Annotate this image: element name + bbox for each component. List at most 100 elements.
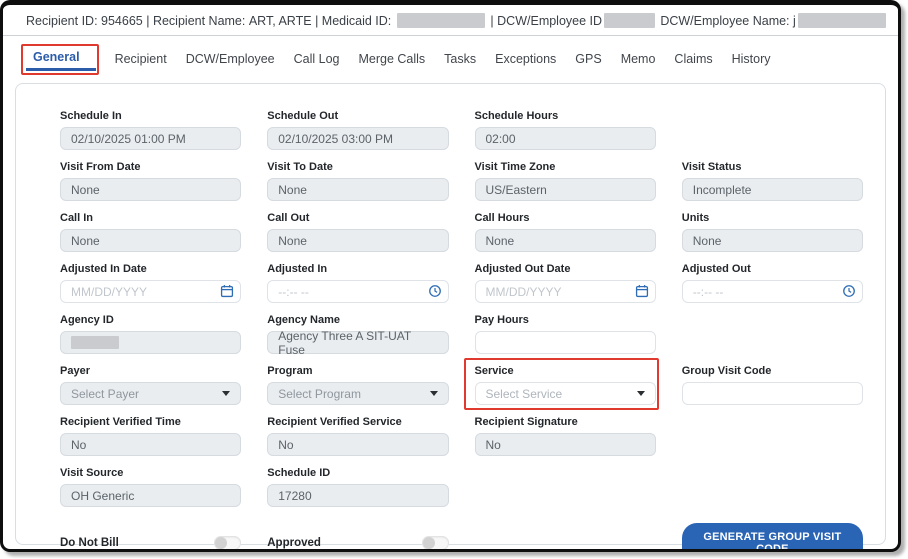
- do-not-bill-toggle[interactable]: [214, 536, 242, 549]
- visit-info-header: Recipient ID: 954665 | Recipient Name: A…: [3, 5, 898, 36]
- chevron-down-icon: [636, 391, 645, 396]
- tab-exceptions[interactable]: Exceptions: [495, 52, 557, 66]
- recipient-id-label: Recipient ID:: [26, 13, 102, 28]
- visit-from-date-field: Visit From Date None: [60, 161, 242, 201]
- adjusted-in-date-label: Adjusted In Date: [60, 263, 147, 275]
- tab-memo[interactable]: Memo: [620, 52, 656, 66]
- schedule-in-field: Schedule In 02/10/2025 01:00 PM: [60, 110, 242, 150]
- schedule-out-input: 02/10/2025 03:00 PM: [267, 127, 449, 150]
- clock-icon[interactable]: [842, 284, 856, 298]
- dcw-id-redaction: [604, 13, 655, 28]
- call-in-input: None: [60, 229, 242, 252]
- adjusted-out-date-input[interactable]: [474, 280, 656, 303]
- call-hours-label: Call Hours: [474, 212, 530, 224]
- adjusted-out-date-field: Adjusted Out Date: [474, 263, 656, 303]
- tab-dcw-employee[interactable]: DCW/Employee: [185, 52, 275, 66]
- tab-history[interactable]: History: [731, 52, 771, 66]
- program-select: Select Program: [267, 382, 449, 405]
- adjusted-out-label: Adjusted Out: [681, 263, 751, 275]
- agency-name-input: Agency Three A SIT-UAT Fuse: [267, 329, 449, 357]
- tab-general[interactable]: General: [21, 44, 99, 75]
- separator: |: [142, 13, 153, 28]
- visit-from-date-label: Visit From Date: [60, 161, 141, 173]
- do-not-bill-label: Do Not Bill: [60, 537, 119, 549]
- schedule-id-label: Schedule ID: [267, 467, 331, 479]
- units-field: Units None: [681, 212, 863, 252]
- agency-name-field: Agency Name Agency Three A SIT-UAT Fuse: [267, 314, 449, 357]
- call-out-field: Call Out None: [267, 212, 449, 252]
- group-visit-code-input[interactable]: [681, 382, 863, 405]
- visit-source-field: Visit Source OH Generic: [60, 467, 242, 507]
- schedule-out-field: Schedule Out 02/10/2025 03:00 PM: [267, 110, 449, 150]
- adjusted-in-field: Adjusted In: [267, 263, 449, 303]
- service-field: Service Select Service: [463, 358, 659, 410]
- adjusted-in-date-input[interactable]: [60, 280, 242, 303]
- payer-label: Payer: [60, 365, 90, 377]
- pay-hours-label: Pay Hours: [474, 314, 529, 326]
- tab-call-log[interactable]: Call Log: [293, 52, 340, 66]
- toggle-knob: [422, 537, 435, 549]
- tab-recipient[interactable]: Recipient: [114, 52, 167, 66]
- adjusted-in-input[interactable]: [267, 280, 449, 303]
- program-label: Program: [267, 365, 313, 377]
- units-label: Units: [681, 212, 710, 224]
- service-select[interactable]: Select Service: [474, 382, 656, 405]
- dcw-id-label: DCW/Employee ID: [497, 13, 603, 28]
- agency-id-redaction: [71, 336, 119, 349]
- schedule-in-input: 02/10/2025 01:00 PM: [60, 127, 242, 150]
- tab-merge-calls[interactable]: Merge Calls: [358, 52, 426, 66]
- generate-group-visit-code-button[interactable]: GENERATE GROUP VISIT CODE: [681, 523, 863, 549]
- dcw-name-redaction: [797, 13, 886, 28]
- app-window: Recipient ID: 954665 | Recipient Name: A…: [0, 0, 901, 552]
- clock-icon[interactable]: [428, 284, 442, 298]
- units-input: None: [681, 229, 863, 252]
- do-not-bill-row: Do Not Bill: [60, 536, 242, 549]
- approved-toggle[interactable]: [421, 536, 449, 549]
- form-footer-row: Do Not Bill Approved GENERATE GROUP VISI…: [60, 523, 863, 549]
- tab-bar: General Recipient DCW/Employee Call Log …: [3, 36, 898, 81]
- tab-tasks[interactable]: Tasks: [444, 52, 477, 66]
- chevron-down-icon: [222, 391, 231, 396]
- agency-id-field: Agency ID: [60, 314, 242, 354]
- recipient-name-label: Recipient Name:: [152, 13, 249, 28]
- group-visit-code-field: Group Visit Code: [681, 365, 863, 405]
- recipient-signature-label: Recipient Signature: [474, 416, 578, 428]
- visit-from-date-input: None: [60, 178, 242, 201]
- schedule-in-label: Schedule In: [60, 110, 122, 122]
- separator: |: [311, 13, 322, 28]
- adjusted-out-input[interactable]: [681, 280, 863, 303]
- visit-status-label: Visit Status: [681, 161, 742, 173]
- approved-row: Approved: [267, 536, 449, 549]
- tab-gps[interactable]: GPS: [575, 52, 602, 66]
- call-hours-field: Call Hours None: [474, 212, 656, 252]
- agency-id-input: [60, 331, 242, 354]
- approved-label: Approved: [267, 537, 321, 549]
- separator: |: [486, 13, 498, 28]
- dcw-name-label: DCW/Employee Name:: [656, 13, 794, 28]
- program-field: Program Select Program: [267, 365, 449, 405]
- payer-select: Select Payer: [60, 382, 242, 405]
- agency-id-label: Agency ID: [60, 314, 114, 326]
- visit-to-date-label: Visit To Date: [267, 161, 333, 173]
- medicaid-id-label: Medicaid ID:: [321, 13, 395, 28]
- call-in-field: Call In None: [60, 212, 242, 252]
- schedule-out-label: Schedule Out: [267, 110, 339, 122]
- adjusted-in-date-field: Adjusted In Date: [60, 263, 242, 303]
- calendar-icon[interactable]: [635, 284, 649, 298]
- recipient-verified-time-input: No: [60, 433, 242, 456]
- visit-source-input: OH Generic: [60, 484, 242, 507]
- schedule-id-input: 17280: [267, 484, 449, 507]
- general-form-card: Schedule In 02/10/2025 01:00 PM Schedule…: [15, 83, 886, 549]
- recipient-id-value: 954665: [101, 13, 143, 28]
- service-selected-value: Select Service: [485, 386, 563, 401]
- tab-general-label: General: [33, 50, 80, 64]
- toggle-knob: [215, 537, 228, 549]
- group-visit-code-label: Group Visit Code: [681, 365, 772, 377]
- pay-hours-input[interactable]: [474, 331, 656, 354]
- calendar-icon[interactable]: [220, 284, 234, 298]
- recipient-signature-input: No: [474, 433, 656, 456]
- recipient-verified-service-field: Recipient Verified Service No: [267, 416, 449, 456]
- tab-claims[interactable]: Claims: [674, 52, 713, 66]
- agency-name-label: Agency Name: [267, 314, 341, 326]
- call-out-label: Call Out: [267, 212, 310, 224]
